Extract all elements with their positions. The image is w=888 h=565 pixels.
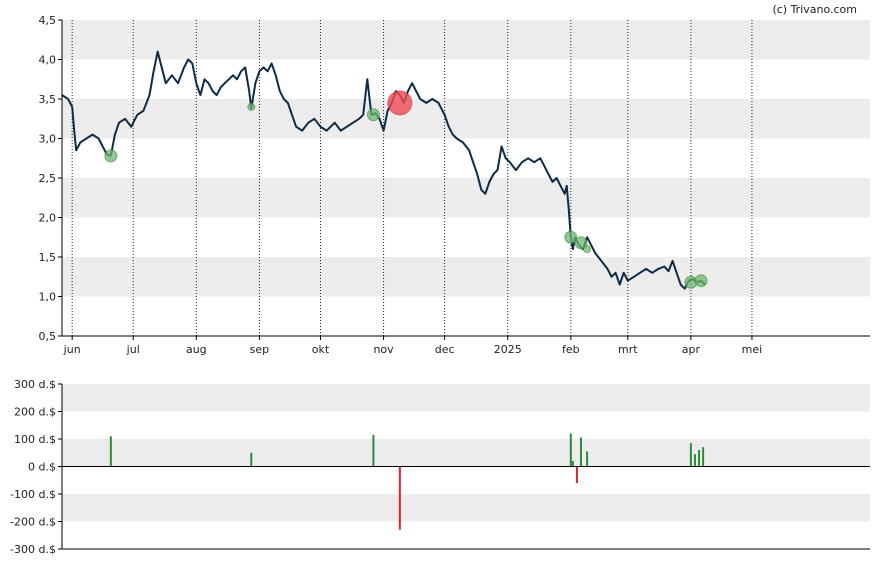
price-y-tick-label: 2,5 <box>39 172 57 185</box>
buy-bar <box>571 461 574 467</box>
month-x-tick-label: dec <box>435 343 455 356</box>
buy-bar <box>372 434 375 467</box>
volume-band <box>62 384 870 412</box>
month-x-tick-label: nov <box>373 343 394 356</box>
month-x-tick-label: jul <box>126 343 140 356</box>
month-x-tick-label: jun <box>63 343 81 356</box>
price-band <box>62 178 870 218</box>
buy-bar <box>698 450 701 467</box>
volume-y-tick-label: 0 d.$ <box>28 461 56 474</box>
volume-y-tick-label: 200 d.$ <box>14 406 56 419</box>
buy-bar <box>693 454 696 467</box>
trade-marker-layer <box>104 90 708 289</box>
sell-bar <box>575 466 578 483</box>
volume-y-tick-label: -100 d.$ <box>10 488 56 501</box>
volume-y-tick-labels: 300 d.$ 200 d.$ 100 d.$ 0 d.$ -100 d.$ -200 d… <box>10 378 56 556</box>
buy-bar <box>689 443 692 467</box>
price-y-tick-label: 4,5 <box>39 14 57 27</box>
volume-y-tick-label: -200 d.$ <box>10 516 56 529</box>
trade-bar-layer <box>109 433 705 530</box>
buy-bar <box>586 451 589 467</box>
month-x-tick-label: feb <box>562 343 580 356</box>
price-line-layer <box>61 50 706 290</box>
sell-bar <box>398 466 401 530</box>
buy-bar <box>579 437 582 467</box>
price-y-tick-label: 1,0 <box>39 291 57 304</box>
price-y-tick-label: 1,5 <box>39 251 57 264</box>
month-x-tick-label: mei <box>742 343 763 356</box>
buy-bar <box>702 447 705 467</box>
price-band <box>62 99 870 139</box>
volume-y-tick-label: 300 d.$ <box>14 378 56 391</box>
price-y-tick-label: 2,0 <box>39 212 57 225</box>
month-x-tick-label: sep <box>250 343 269 356</box>
price-panel-bands <box>62 20 870 297</box>
price-line <box>61 50 706 290</box>
volume-band <box>62 494 870 522</box>
watermark-text: (c) Trivano.com <box>772 3 857 16</box>
buy-marker <box>247 102 256 111</box>
month-x-tick-label: aug <box>186 343 207 356</box>
price-y-tick-labels: 4,5 4,0 3,5 3,0 2,5 2,0 1,5 1,0 0,5 <box>39 14 57 343</box>
volume-band <box>62 439 870 467</box>
price-band <box>62 20 870 60</box>
buy-marker <box>564 230 578 244</box>
price-y-tick-label: 4,0 <box>39 54 57 67</box>
buy-bar <box>109 436 112 467</box>
month-x-tick-label: 2025 <box>494 343 522 356</box>
month-x-tick-label: okt <box>312 343 330 356</box>
buy-marker <box>583 245 592 254</box>
price-band <box>62 257 870 297</box>
buy-marker <box>366 108 380 122</box>
month-x-tick-label: apr <box>682 343 701 356</box>
buy-bar <box>569 433 572 467</box>
buy-marker <box>104 149 118 163</box>
buy-marker <box>694 274 708 288</box>
sell-marker <box>387 90 413 116</box>
buy-bar <box>250 452 253 467</box>
volume-y-tick-label: 100 d.$ <box>14 433 56 446</box>
volume-panel-bands <box>62 384 870 522</box>
volume-panel-axes <box>58 383 870 550</box>
price-y-tick-label: 3,0 <box>39 133 57 146</box>
price-y-tick-label: 0,5 <box>39 330 57 343</box>
volume-y-tick-label: -300 d.$ <box>10 543 56 556</box>
month-x-tick-label: mrt <box>618 343 638 356</box>
month-x-tick-labels: jun jul aug sep okt nov dec 2025 feb mrt apr mei <box>63 343 763 356</box>
buy-marker <box>574 236 588 250</box>
price-y-tick-label: 3,5 <box>39 93 57 106</box>
price-panel-axes <box>58 19 870 340</box>
